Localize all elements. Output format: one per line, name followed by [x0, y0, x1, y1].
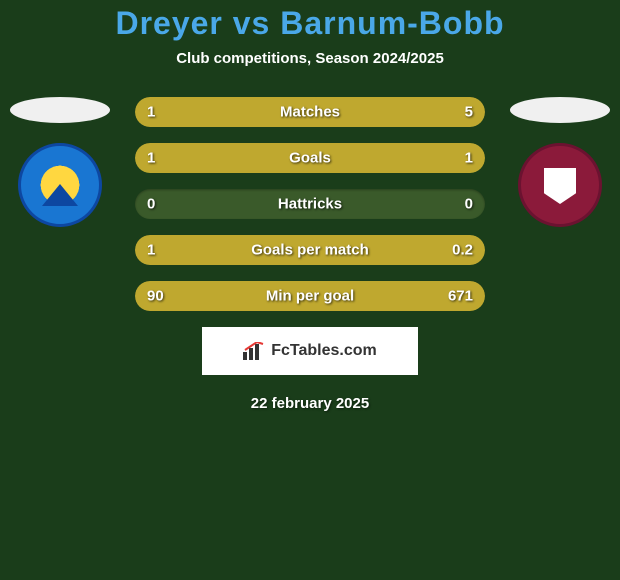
player-left-avatar-placeholder — [10, 97, 110, 123]
stat-value-left: 0 — [147, 196, 155, 213]
date: 22 february 2025 — [0, 395, 620, 412]
stat-value-right: 671 — [448, 288, 473, 305]
stat-label: Hattricks — [278, 196, 342, 213]
player-right — [510, 97, 610, 227]
club-badge-right-text — [521, 146, 599, 224]
player-right-avatar-placeholder — [510, 97, 610, 123]
stat-value-right: 1 — [465, 150, 473, 167]
stat-fill-right — [310, 143, 485, 173]
club-badge-left — [18, 143, 102, 227]
stat-label: Goals per match — [251, 242, 369, 259]
club-badge-left-text — [21, 146, 99, 224]
page-title: Dreyer vs Barnum-Bobb — [0, 5, 620, 42]
stat-value-left: 1 — [147, 104, 155, 121]
stat-row: 0 0 Hattricks — [135, 189, 485, 219]
stat-row: 1 1 Goals — [135, 143, 485, 173]
comparison-area: 1 5 Matches 1 1 Goals 0 0 Hattricks 1 0.2 Goals per… — [0, 97, 620, 311]
stat-row: 1 0.2 Goals per match — [135, 235, 485, 265]
attribution-text: FcTables.com — [271, 342, 377, 360]
club-badge-right — [518, 143, 602, 227]
stat-fill-left — [135, 143, 310, 173]
stat-label: Goals — [289, 150, 331, 167]
player-left — [10, 97, 110, 227]
attribution: FcTables.com — [202, 327, 418, 375]
stat-value-right: 0.2 — [452, 242, 473, 259]
subtitle: Club competitions, Season 2024/2025 — [0, 50, 620, 67]
stat-value-right: 5 — [465, 104, 473, 121]
stat-value-left: 1 — [147, 242, 155, 259]
stat-row: 1 5 Matches — [135, 97, 485, 127]
stat-bars: 1 5 Matches 1 1 Goals 0 0 Hattricks 1 0.2 Goals per… — [135, 97, 485, 311]
stat-value-left: 90 — [147, 288, 164, 305]
stat-label: Matches — [280, 104, 340, 121]
stat-value-left: 1 — [147, 150, 155, 167]
stat-label: Min per goal — [266, 288, 354, 305]
chart-icon — [243, 342, 265, 360]
stat-value-right: 0 — [465, 196, 473, 213]
stat-row: 90 671 Min per goal — [135, 281, 485, 311]
stat-fill-left — [135, 97, 193, 127]
